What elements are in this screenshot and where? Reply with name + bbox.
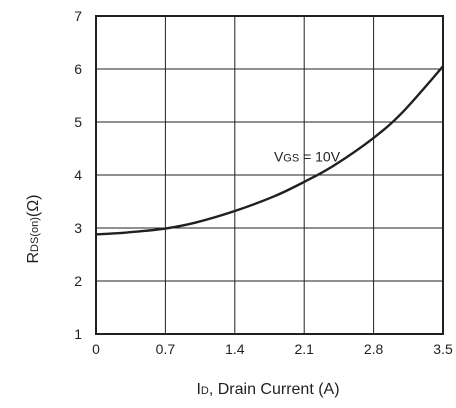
y-axis-label-sub: DS(on): [29, 217, 41, 252]
y-tick-label: 3: [74, 220, 82, 236]
y-axis-label-rest: (Ω): [25, 194, 42, 217]
curve-layer: [95, 65, 444, 236]
y-tick-label: 1: [74, 326, 82, 342]
y-axis-label: RDS(on)(Ω): [25, 194, 42, 263]
annotation-main: V: [274, 148, 284, 164]
y-tick-label: 7: [74, 8, 82, 24]
tick-labels: 0 0.7 1.4 2.1 2.8 3.5 1 2 3 4 5 6 7: [74, 8, 453, 357]
x-tick-label: 2.1: [294, 341, 314, 357]
x-axis-label-sub: D: [201, 385, 209, 397]
grid-lines: [96, 16, 443, 334]
x-tick-label: 0.7: [156, 341, 176, 357]
y-tick-label: 5: [74, 114, 82, 130]
y-tick-label: 6: [74, 61, 82, 77]
vgs-annotation: VGS = 10V: [274, 148, 341, 164]
y-tick-label: 4: [74, 167, 82, 183]
y-axis-label-main: R: [25, 252, 42, 264]
x-tick-label: 1.4: [225, 341, 245, 357]
x-axis-label-rest: , Drain Current (A): [209, 381, 340, 398]
annotation-rest: = 10V: [299, 148, 341, 164]
y-tick-label: 2: [74, 273, 82, 289]
rds-curve-line: [95, 65, 444, 236]
x-axis-label: ID, Drain Current (A): [196, 381, 339, 398]
x-tick-label: 3.5: [433, 341, 453, 357]
annotation-sub: GS: [283, 152, 299, 164]
x-tick-label: 0: [92, 341, 100, 357]
x-tick-label: 2.8: [364, 341, 384, 357]
plot-frame: [95, 15, 444, 335]
x-axis-label-main: I: [196, 381, 200, 398]
